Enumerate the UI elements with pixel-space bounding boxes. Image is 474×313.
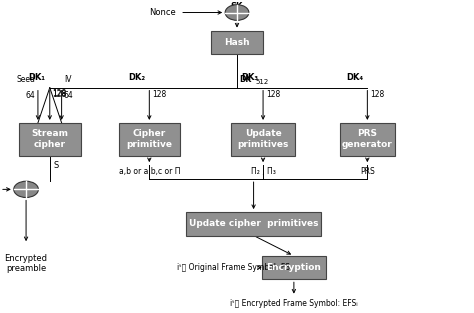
Text: Stream
cipher: Stream cipher — [31, 129, 68, 149]
Text: PRS: PRS — [360, 167, 375, 176]
Text: DK₂: DK₂ — [128, 73, 145, 82]
Text: DK: DK — [239, 75, 252, 84]
Text: Update
primitives: Update primitives — [237, 129, 289, 149]
Text: 128: 128 — [266, 90, 280, 99]
Text: 64: 64 — [26, 91, 36, 100]
Text: DK₄: DK₄ — [346, 73, 363, 82]
FancyBboxPatch shape — [118, 123, 180, 156]
Text: 128: 128 — [53, 90, 67, 99]
FancyBboxPatch shape — [262, 256, 326, 280]
Text: 128: 128 — [370, 90, 384, 99]
Text: Hash: Hash — [224, 38, 250, 47]
Text: iᵗ˰ Original Frame Symbol: FSᵢ: iᵗ˰ Original Frame Symbol: FSᵢ — [176, 263, 291, 272]
Text: IV: IV — [64, 75, 72, 84]
Circle shape — [225, 5, 249, 20]
Text: DK₃: DK₃ — [242, 73, 259, 82]
FancyBboxPatch shape — [186, 212, 321, 236]
Text: DK₁: DK₁ — [28, 73, 46, 82]
Text: Nonce: Nonce — [149, 8, 175, 17]
Text: Π₂ , Π₃: Π₂ , Π₃ — [251, 167, 275, 176]
Text: Encrypted
preamble: Encrypted preamble — [5, 254, 47, 273]
FancyBboxPatch shape — [340, 123, 394, 156]
Text: Cipher
primitive: Cipher primitive — [126, 129, 173, 149]
Text: 128: 128 — [152, 90, 166, 99]
Text: Seed: Seed — [17, 75, 36, 84]
Text: Encryption: Encryption — [266, 263, 321, 272]
Text: 64: 64 — [64, 91, 74, 100]
Text: SK: SK — [231, 2, 243, 11]
Text: iᵗ˰ Encrypted Frame Symbol: EFSᵢ: iᵗ˰ Encrypted Frame Symbol: EFSᵢ — [230, 299, 358, 308]
Text: 512: 512 — [255, 79, 268, 85]
Text: S: S — [54, 161, 59, 170]
FancyBboxPatch shape — [19, 123, 81, 156]
Circle shape — [14, 181, 38, 198]
Text: Update cipher  primitives: Update cipher primitives — [189, 219, 319, 228]
FancyBboxPatch shape — [211, 31, 263, 54]
FancyBboxPatch shape — [231, 123, 295, 156]
Text: 128: 128 — [53, 89, 67, 98]
Text: PRS
generator: PRS generator — [342, 129, 393, 149]
Text: a,b or a,b,c or Π: a,b or a,b,c or Π — [118, 167, 180, 176]
